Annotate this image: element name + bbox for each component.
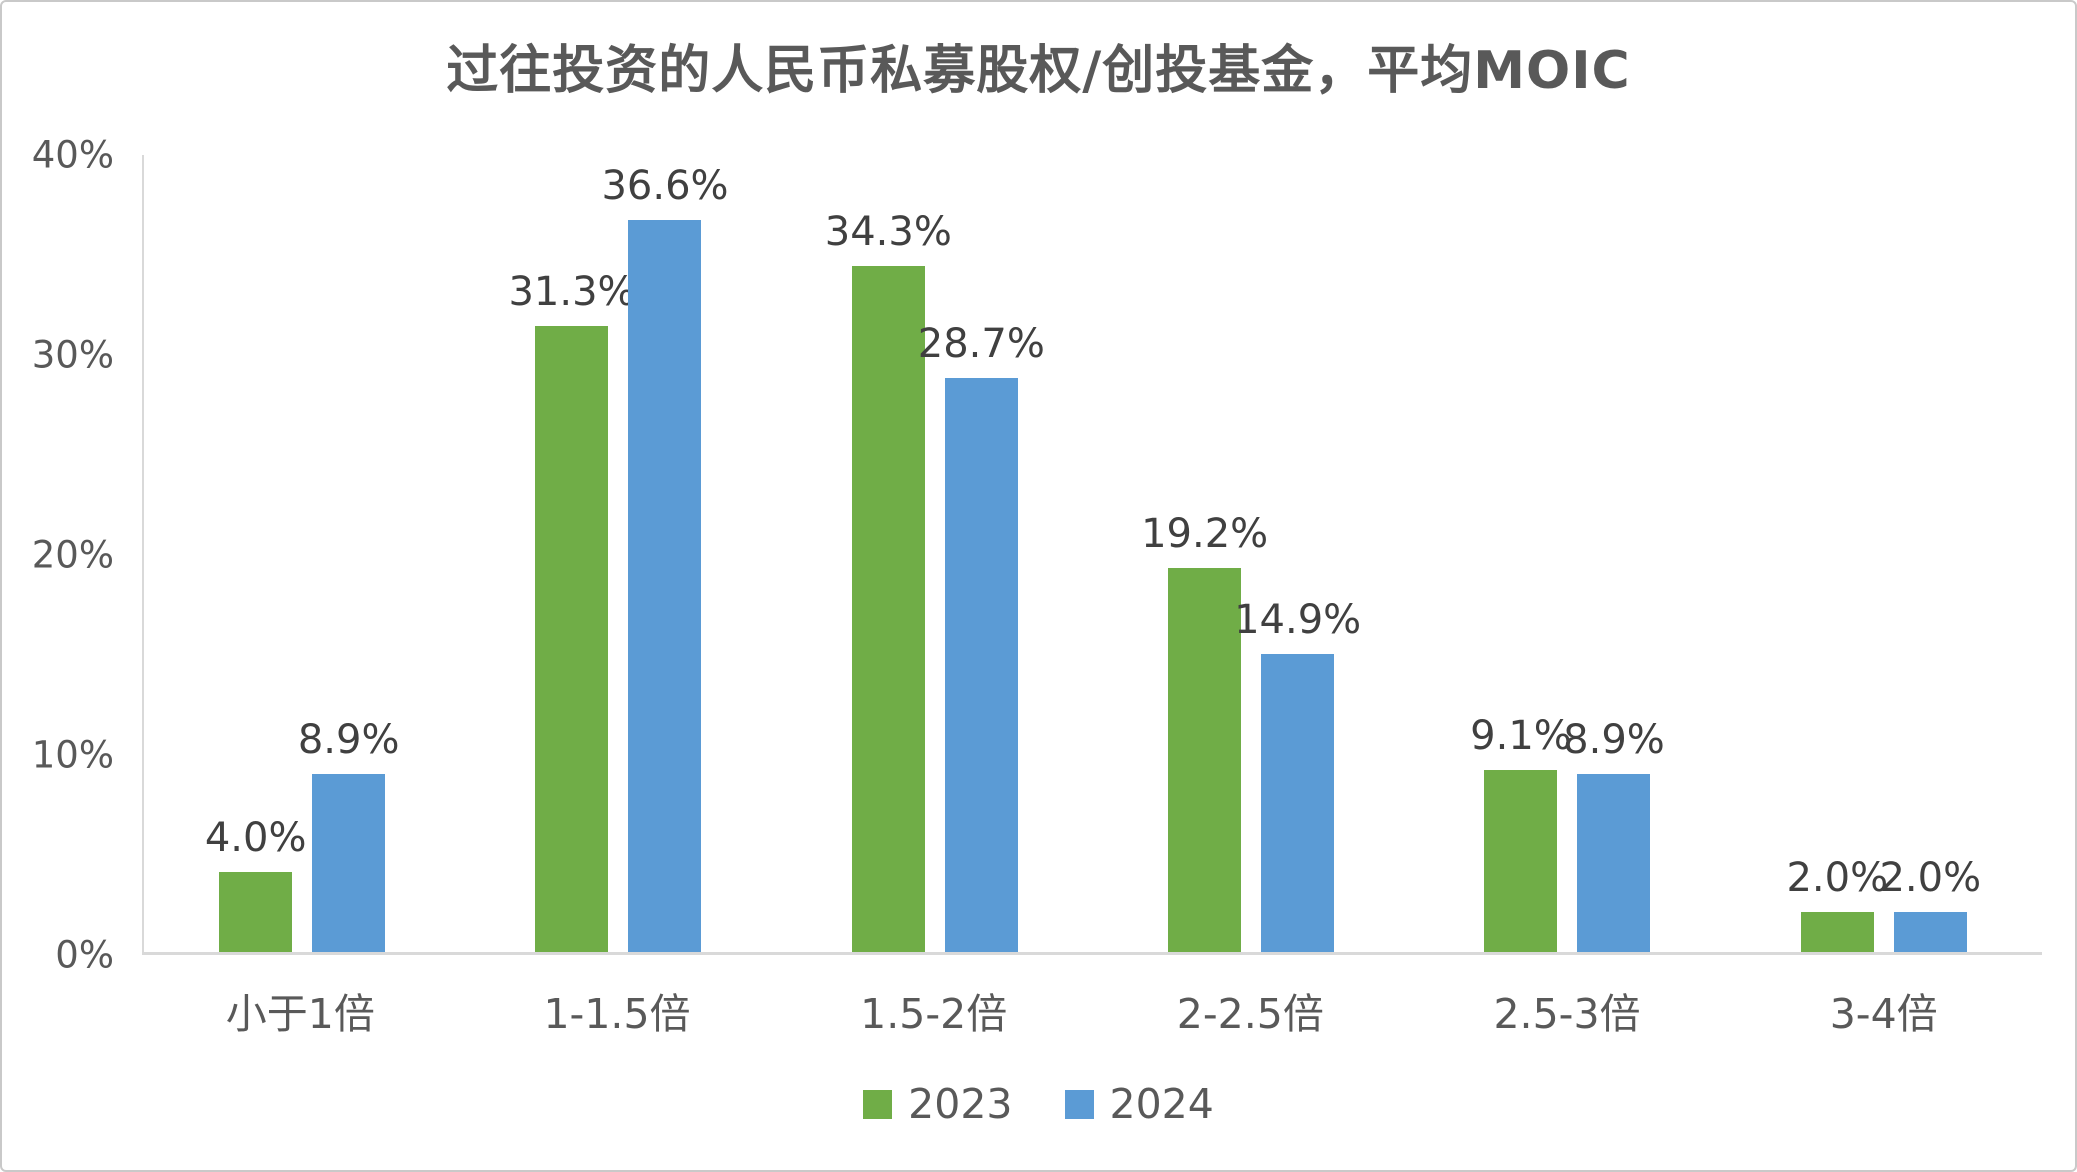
data-label-2024-3: 14.9% xyxy=(1234,597,1362,643)
legend-label: 2024 xyxy=(1109,1080,1214,1128)
bar-col-2024-1: 36.6% xyxy=(601,155,729,952)
bar-group-2: 34.3% 28.7% xyxy=(777,155,1093,952)
legend-swatch-icon xyxy=(1064,1090,1094,1119)
y-axis: 40% 30% 20% 10% 0% xyxy=(2,137,114,974)
y-tick-label: 0% xyxy=(55,933,114,977)
bar-2024-0 xyxy=(312,774,386,952)
data-label-2023-3: 19.2% xyxy=(1141,511,1269,557)
bar-group-0: 4.0% 8.9% xyxy=(144,155,460,952)
legend-label: 2023 xyxy=(908,1080,1013,1128)
data-label-2023-5: 2.0% xyxy=(1786,855,1889,901)
bar-group-3: 19.2% 14.9% xyxy=(1093,155,1409,952)
x-category-label-1: 1-1.5倍 xyxy=(543,990,691,1038)
x-category-label-0: 小于1倍 xyxy=(225,990,375,1038)
data-label-2023-0: 4.0% xyxy=(204,815,307,861)
x-category-label-2: 1.5-2倍 xyxy=(860,990,1008,1038)
y-tick-label: 10% xyxy=(31,733,114,777)
bar-2024-5 xyxy=(1893,912,1967,952)
bar-group-5: 2.0% 2.0% xyxy=(1726,155,2042,952)
data-label-2024-5: 2.0% xyxy=(1879,855,1982,901)
data-label-2024-0: 8.9% xyxy=(297,717,400,763)
bar-col-2023-2: 34.3% xyxy=(825,155,952,952)
bar-col-2024-4: 8.9% xyxy=(1563,155,1665,952)
y-tick-label: 20% xyxy=(31,533,114,577)
legend-item-2024: 2024 xyxy=(1064,1080,1214,1128)
bar-2024-1 xyxy=(628,220,702,952)
bar-col-2024-5: 2.0% xyxy=(1879,155,1981,952)
x-category-label-3: 2-2.5倍 xyxy=(1176,990,1324,1038)
data-label-2024-4: 8.9% xyxy=(1563,717,1665,763)
bar-2023-3 xyxy=(1168,568,1242,952)
bar-2024-4 xyxy=(1577,774,1651,952)
bar-col-2023-1: 31.3% xyxy=(508,155,636,952)
bar-col-2023-5: 2.0% xyxy=(1786,155,1888,952)
plot-area: 4.0% 8.9% 31.3% 36.6% 34.3% 28.7% 19.2% 14.9% 9.… xyxy=(142,155,2042,955)
bar-group-4: 9.1% 8.9% xyxy=(1409,155,1725,952)
bar-col-2024-2: 28.7% xyxy=(918,155,1045,952)
legend-swatch-icon xyxy=(863,1090,893,1119)
bar-2023-1 xyxy=(535,326,609,952)
x-category-label-5: 3-4倍 xyxy=(1829,990,1938,1038)
bar-2023-4 xyxy=(1484,770,1558,952)
data-label-2024-2: 28.7% xyxy=(917,321,1045,367)
bar-2024-2 xyxy=(944,378,1018,952)
bar-col-2023-0: 4.0% xyxy=(205,155,306,952)
legend: 2023 2024 xyxy=(2,1084,2075,1125)
x-category-label-4: 2.5-3倍 xyxy=(1493,990,1641,1038)
bar-2023-5 xyxy=(1800,912,1874,952)
y-tick-label: 30% xyxy=(31,333,114,377)
x-axis-labels: 小于1倍 1-1.5倍 1.5-2倍 2-2.5倍 2.5-3倍 3-4倍 xyxy=(142,980,2042,1040)
bar-2023-2 xyxy=(851,266,925,952)
bar-col-2023-3: 19.2% xyxy=(1141,155,1268,952)
data-label-2024-1: 36.6% xyxy=(601,163,729,209)
bar-col-2024-3: 14.9% xyxy=(1234,155,1361,952)
y-tick-label: 40% xyxy=(31,133,114,177)
data-label-2023-1: 31.3% xyxy=(508,269,636,315)
bar-col-2024-0: 8.9% xyxy=(298,155,399,952)
chart-title: 过往投资的人民币私募股权/创投基金，平均MOIC xyxy=(446,41,1631,101)
data-label-2023-4: 9.1% xyxy=(1470,713,1572,759)
bar-group-1: 31.3% 36.6% xyxy=(460,155,776,952)
legend-item-2023: 2023 xyxy=(863,1080,1013,1128)
bar-2023-0 xyxy=(219,872,293,952)
bar-col-2023-4: 9.1% xyxy=(1470,155,1572,952)
bar-2024-3 xyxy=(1261,654,1335,952)
data-label-2023-2: 34.3% xyxy=(824,209,952,255)
